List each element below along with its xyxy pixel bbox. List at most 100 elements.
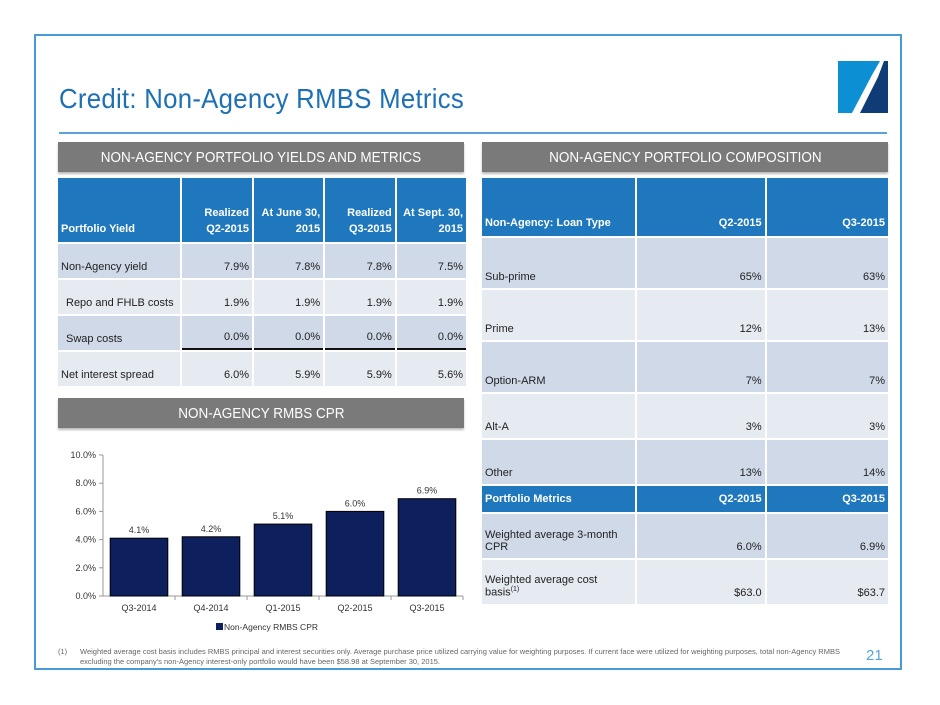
title-divider xyxy=(59,132,887,134)
cell: 65% xyxy=(637,238,765,288)
row-label: Non-Agency yield xyxy=(58,244,181,278)
cell: 7.8% xyxy=(325,244,395,278)
row-label-cell: Weighted average cost basis(1) xyxy=(482,560,636,604)
row-label: Net interest spread xyxy=(58,352,181,386)
cell: 0.0% xyxy=(325,316,395,350)
cell: $63.0 xyxy=(637,560,765,604)
legend-label: Non-Agency RMBS CPR xyxy=(224,622,318,632)
cell: 7.9% xyxy=(182,244,253,278)
data-label: 4.1% xyxy=(129,525,150,535)
cell: 1.9% xyxy=(325,280,395,314)
footnote-text: Weighted average cost basis includes RMB… xyxy=(80,647,840,666)
table-row: Repo and FHLB costs 1.9% 1.9% 1.9% 1.9% xyxy=(58,280,466,314)
footnote-number: (1) xyxy=(58,647,68,656)
cell: $63.7 xyxy=(766,560,888,604)
table-row: Weighted average 3-month CPR 6.0% 6.9% xyxy=(482,514,888,558)
page-title: Credit: Non-Agency RMBS Metrics xyxy=(59,83,465,114)
bar xyxy=(181,536,241,597)
cell: 3% xyxy=(766,394,888,438)
row-label: Repo and FHLB costs xyxy=(58,280,181,314)
col-header: At June 30, 2015 xyxy=(254,178,324,242)
row-label: Weighted average cost basis xyxy=(485,574,598,599)
bar xyxy=(253,523,313,597)
row-label: Alt-A xyxy=(482,394,636,438)
legend-swatch xyxy=(216,623,223,630)
cell: 7.8% xyxy=(254,244,324,278)
bar xyxy=(325,510,385,597)
cell: 7% xyxy=(637,342,765,392)
page-number: 21 xyxy=(866,647,883,664)
x-tick-label: Q2-2015 xyxy=(337,603,372,613)
metrics-header-row: Portfolio Metrics Q2-2015 Q3-2015 xyxy=(482,486,888,512)
data-label: 4.2% xyxy=(201,524,222,534)
col-header: Portfolio Metrics xyxy=(482,486,636,512)
table-row: Net interest spread 6.0% 5.9% 5.9% 5.6% xyxy=(58,352,466,386)
cell: 1.9% xyxy=(254,280,324,314)
y-tick-label: 8.0% xyxy=(75,478,96,488)
table-row: Other 13% 14% xyxy=(482,440,888,484)
col-header: Q2-2015 xyxy=(637,178,765,236)
cpr-section-header: NON-AGENCY RMBS CPR xyxy=(58,398,464,428)
x-tick-label: Q3-2015 xyxy=(409,603,444,613)
cell: 6.0% xyxy=(637,514,765,558)
table-row: Sub-prime 65% 63% xyxy=(482,238,888,288)
col-header: Realized Q2-2015 xyxy=(182,178,253,242)
data-label: 6.9% xyxy=(417,486,438,496)
company-logo-icon xyxy=(838,61,888,113)
composition-section-header: NON-AGENCY PORTFOLIO COMPOSITION xyxy=(482,142,888,172)
col-header: Realized Q3-2015 xyxy=(325,178,395,242)
cell: 6.0% xyxy=(182,352,253,386)
row-label: Other xyxy=(482,440,636,484)
y-tick-label: 6.0% xyxy=(75,506,96,516)
x-tick-label: Q3-2014 xyxy=(121,603,156,613)
row-label: Prime xyxy=(482,290,636,340)
row-label: Swap costs xyxy=(58,316,181,350)
row-label: Weighted average 3-month CPR xyxy=(482,514,636,558)
data-label: 5.1% xyxy=(273,511,294,521)
table-row: Swap costs 0.0% 0.0% 0.0% 0.0% xyxy=(58,316,466,350)
row-label: Option-ARM xyxy=(482,342,636,392)
cpr-bar-chart: 0.0% 2.0% 4.0% 6.0% 8.0% 10.0% 4.1% Q3-2014 4.2%… xyxy=(70,450,464,632)
cell: 13% xyxy=(766,290,888,340)
table-row: Option-ARM 7% 7% xyxy=(482,342,888,392)
y-tick-label: 2.0% xyxy=(75,563,96,573)
cell: 1.9% xyxy=(396,280,466,314)
col-header: Non-Agency: Loan Type xyxy=(482,178,636,236)
y-tick-label: 0.0% xyxy=(75,591,96,601)
cell: 0.0% xyxy=(396,316,466,350)
bar xyxy=(397,498,457,597)
y-tick-label: 4.0% xyxy=(75,535,96,545)
row-label: Sub-prime xyxy=(482,238,636,288)
col-header: Q3-2015 xyxy=(766,178,888,236)
col-header: At Sept. 30, 2015 xyxy=(396,178,466,242)
col-header: Q3-2015 xyxy=(766,486,888,512)
cell: 5.9% xyxy=(325,352,395,386)
composition-table: Non-Agency: Loan Type Q2-2015 Q3-2015 Su… xyxy=(480,176,890,606)
cell: 7.5% xyxy=(396,244,466,278)
table-row: Prime 12% 13% xyxy=(482,290,888,340)
cell: 5.9% xyxy=(254,352,324,386)
yields-section-header: NON-AGENCY PORTFOLIO YIELDS AND METRICS xyxy=(58,142,464,172)
cell: 12% xyxy=(637,290,765,340)
table-row: Alt-A 3% 3% xyxy=(482,394,888,438)
cell: 6.9% xyxy=(766,514,888,558)
cell: 63% xyxy=(766,238,888,288)
table-row: Non-Agency yield 7.9% 7.8% 7.8% 7.5% xyxy=(58,244,466,278)
footnote-marker: (1) xyxy=(510,586,520,594)
cell: 1.9% xyxy=(182,280,253,314)
cell: 14% xyxy=(766,440,888,484)
x-tick-label: Q1-2015 xyxy=(265,603,300,613)
col-header: Q2-2015 xyxy=(637,486,765,512)
cell: 5.6% xyxy=(396,352,466,386)
slide-frame xyxy=(34,34,902,670)
cell: 3% xyxy=(637,394,765,438)
cell: 13% xyxy=(637,440,765,484)
cell: 0.0% xyxy=(182,316,253,350)
data-label: 6.0% xyxy=(345,498,366,508)
table-row: Weighted average cost basis(1) $63.0 $63… xyxy=(482,560,888,604)
col-header: Portfolio Yield xyxy=(58,178,181,242)
x-tick-label: Q4-2014 xyxy=(193,603,228,613)
bar xyxy=(109,537,169,597)
cell: 0.0% xyxy=(254,316,324,350)
y-tick-label: 10.0% xyxy=(70,450,96,460)
